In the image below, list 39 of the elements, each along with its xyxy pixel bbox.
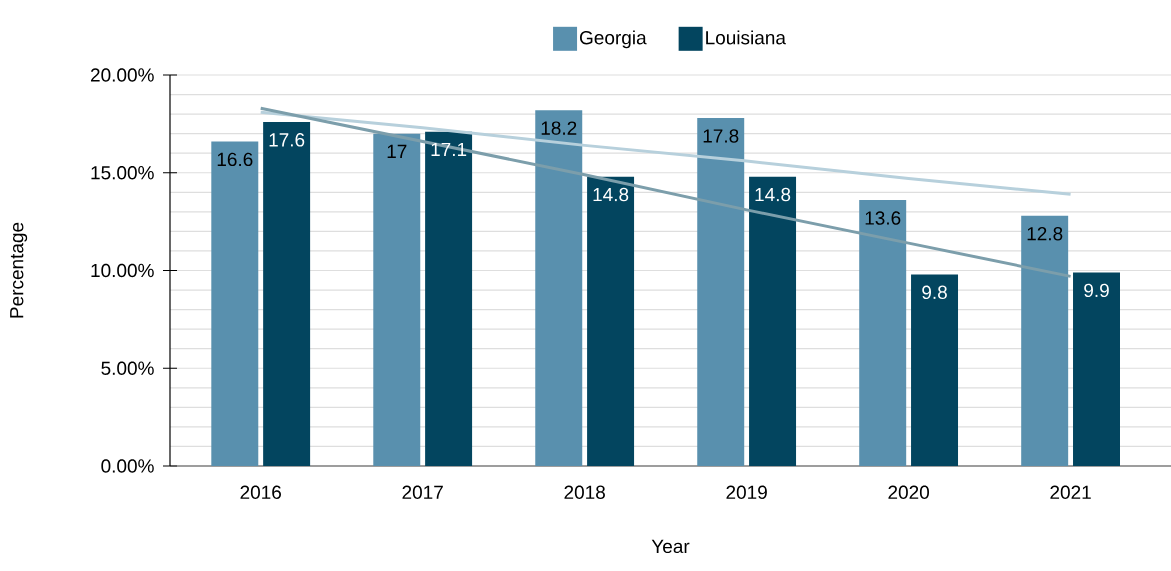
bar (373, 133, 421, 466)
data-label: 16.6 (217, 152, 253, 167)
bar (535, 110, 583, 466)
data-label: 9.9 (1084, 283, 1109, 298)
bar (425, 131, 473, 466)
y-tick-label: 20.00% (90, 68, 154, 82)
bar (697, 118, 745, 466)
y-tick-label: 5.00% (101, 361, 154, 375)
bar (211, 141, 259, 466)
data-label: 9.8 (922, 285, 947, 300)
y-tick-label: 15.00% (91, 166, 154, 180)
legend-label: Georgia (580, 30, 647, 49)
legend-label: Louisiana (706, 30, 786, 45)
data-label: 12.8 (1027, 226, 1063, 241)
data-label: 14.8 (755, 187, 791, 202)
bar (859, 200, 907, 466)
bar (587, 176, 635, 466)
x-tick-label: 2018 (564, 485, 605, 499)
data-label: 17.6 (269, 133, 305, 147)
data-label: 17.8 (703, 129, 739, 143)
x-tick-label: 2016 (240, 485, 281, 499)
x-tick-label: 2017 (402, 485, 443, 499)
y-tick-label: 0.00% (101, 459, 154, 473)
data-label: 18.2 (541, 121, 577, 135)
data-label: 17 (387, 144, 407, 158)
bar (1021, 215, 1069, 466)
x-axis-title: Year (651, 539, 690, 554)
data-label: 13.6 (865, 211, 901, 225)
data-label: 14.8 (593, 187, 629, 202)
data-label: 17.1 (431, 142, 467, 156)
y-axis-title: Percentage (10, 222, 28, 318)
bar (263, 121, 311, 466)
x-tick-label: 2021 (1050, 485, 1091, 499)
bar (1073, 272, 1120, 466)
bar (911, 274, 959, 466)
x-tick-label: 2020 (888, 485, 929, 499)
bar (749, 176, 797, 466)
y-tick-label: 10.00% (91, 263, 154, 278)
x-tick-label: 2019 (726, 485, 767, 499)
